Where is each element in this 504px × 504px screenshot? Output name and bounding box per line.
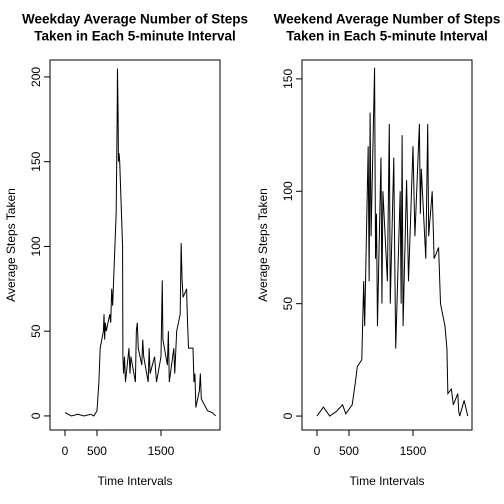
panel: Weekday Average Number of Steps Taken in … [4,12,248,489]
chart-title: Taken in Each 5-minute Interval [34,29,236,44]
x-tick-label: 0 [314,444,321,458]
data-line [316,67,469,417]
y-tick-label: 50 [281,297,295,311]
chart-title: Taken in Each 5-minute Interval [286,29,488,44]
x-tick-label: 0 [62,444,69,458]
y-tick-label: 0 [281,412,295,419]
y-tick-label: 200 [29,67,43,87]
y-axis-label: Average Steps Taken [256,188,270,302]
y-tick-label: 0 [29,412,43,419]
chart-title: Weekday Average Number of Steps [22,12,248,27]
y-axis-label: Average Steps Taken [4,188,18,302]
x-tick-label: 1500 [148,444,175,458]
y-tick-label: 100 [29,236,43,256]
x-axis-label: Time Intervals [350,474,425,488]
x-axis-label: Time Intervals [98,474,173,488]
plot-frame [301,59,473,431]
panel: Weekend Average Number of Steps Taken in … [256,12,500,489]
x-tick-label: 500 [339,444,359,458]
y-tick-label: 100 [281,181,295,201]
y-tick-label: 150 [281,69,295,89]
y-tick-label: 150 [29,151,43,171]
chart-title: Weekend Average Number of Steps [274,12,501,27]
plot-frame [49,59,221,431]
x-tick-label: 1500 [400,444,427,458]
y-tick-label: 50 [29,324,43,338]
x-tick-label: 500 [87,444,107,458]
data-line [64,68,217,417]
